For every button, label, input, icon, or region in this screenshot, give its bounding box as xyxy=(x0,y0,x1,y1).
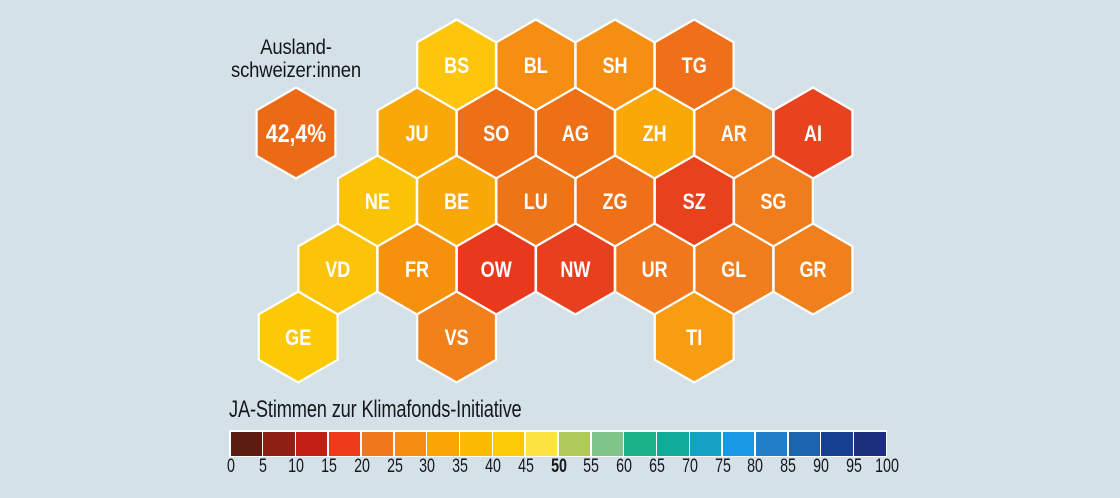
legend-tick-0: 0 xyxy=(226,456,235,477)
legend-swatch-40-45 xyxy=(493,431,525,456)
canton-TI-label: TI xyxy=(686,326,702,350)
legend-swatch-45-50 xyxy=(525,431,558,456)
legend-tick-labels: 0 5 10 15 20 25 30 35 40 45 50 55 60 65 70 75 80 85 90 95 10… xyxy=(0,456,1120,478)
legend-swatch-30-35 xyxy=(427,431,459,456)
canton-NE-label: NE xyxy=(365,190,390,214)
canton-VD-label: VD xyxy=(325,258,350,282)
legend-tick-25: 25 xyxy=(386,456,403,477)
legend-tick-30: 30 xyxy=(419,456,436,477)
legend-swatch-75-80 xyxy=(722,431,755,456)
canton-SO-label: SO xyxy=(483,122,509,146)
legend-tick-75: 75 xyxy=(714,456,731,477)
legend-tick-65: 65 xyxy=(648,456,665,477)
canton-BE-label: BE xyxy=(444,190,469,214)
canton-BL-label: BL xyxy=(524,54,548,78)
legend-tick-45: 45 xyxy=(517,456,534,477)
legend-swatch-25-30 xyxy=(394,431,426,456)
legend-tick-15: 15 xyxy=(320,456,337,477)
legend-swatch-55-60 xyxy=(591,431,623,456)
legend-tick-55: 55 xyxy=(583,456,600,477)
auslandschweizer-label-line1: Ausland- xyxy=(260,36,332,59)
legend-swatch-35-40 xyxy=(460,431,492,456)
legend-tick-40: 40 xyxy=(484,456,501,477)
canton-ZG-label: ZG xyxy=(602,190,627,214)
canton-VS-hexagon xyxy=(416,290,498,384)
legend-swatch-15-20 xyxy=(328,431,361,456)
auslandschweizer-value-hexagon xyxy=(255,86,337,180)
legend-swatch-20-25 xyxy=(361,431,394,456)
canton-GR-label: GR xyxy=(799,258,826,282)
legend-tick-50: 50 xyxy=(550,456,567,477)
legend-tick-90: 90 xyxy=(812,456,829,477)
legend-tick-100: 100 xyxy=(874,456,899,477)
canton-TG-label: TG xyxy=(682,54,707,78)
canton-GE-label: GE xyxy=(285,326,311,350)
legend-tick-20: 20 xyxy=(353,456,370,477)
canton-GR-hexagon xyxy=(772,222,854,316)
legend-swatch-95-100 xyxy=(854,431,886,456)
legend-swatch-85-90 xyxy=(788,431,820,456)
legend-swatch-0-5 xyxy=(230,431,262,456)
canton-AG-label: AG xyxy=(562,122,589,146)
canton-UR-label: UR xyxy=(642,258,668,282)
auslandschweizer-label: Ausland- schweizer:innen xyxy=(190,36,401,82)
legend-tick-70: 70 xyxy=(681,456,698,477)
legend-tick-5: 5 xyxy=(259,456,268,477)
legend-tick-60: 60 xyxy=(616,456,633,477)
canton-AR-label: AR xyxy=(721,122,747,146)
legend-tick-95: 95 xyxy=(845,456,862,477)
legend-swatch-5-10 xyxy=(263,431,295,456)
legend-swatch-50-55 xyxy=(558,431,591,456)
canton-LU-label: LU xyxy=(524,190,548,214)
canton-VS-label: VS xyxy=(445,326,469,350)
canton-FR-label: FR xyxy=(405,258,429,282)
legend-swatch-65-70 xyxy=(657,431,689,456)
canton-BS-label: BS xyxy=(444,54,469,78)
legend-color-scale xyxy=(229,430,887,457)
canton-SZ-label: SZ xyxy=(683,190,706,214)
canton-ZH-label: ZH xyxy=(643,122,667,146)
auslandschweizer-label-line2: schweizer:innen xyxy=(231,59,361,82)
legend-swatch-90-95 xyxy=(821,431,853,456)
canton-JU-label: JU xyxy=(405,122,428,146)
canton-AI-label: AI xyxy=(804,122,822,146)
canton-OW-label: OW xyxy=(481,258,512,282)
legend-swatch-60-65 xyxy=(624,431,656,456)
legend-swatch-10-15 xyxy=(296,431,328,456)
canton-GL-label: GL xyxy=(721,258,746,282)
legend-swatch-80-85 xyxy=(755,431,788,456)
canton-TI-hexagon xyxy=(653,290,735,384)
legend-tick-35: 35 xyxy=(452,456,469,477)
canton-SH-label: SH xyxy=(602,54,627,78)
legend-title: JA-Stimmen zur Klimafonds-Initiative xyxy=(229,396,522,423)
legend-tick-85: 85 xyxy=(780,456,797,477)
legend-tick-10: 10 xyxy=(288,456,305,477)
canton-hex-map: 42,4% BS BL SH TG JU SO AG ZH AR AI NE BE LU ZG SZ SG VD F… xyxy=(255,18,854,384)
auslandschweizer-value-label: 42,4% xyxy=(266,119,326,147)
legend-tick-80: 80 xyxy=(747,456,764,477)
canton-NW-label: NW xyxy=(560,258,590,282)
canton-SG-label: SG xyxy=(760,190,786,214)
canton-GE-hexagon xyxy=(257,290,339,384)
legend-swatch-70-75 xyxy=(690,431,722,456)
